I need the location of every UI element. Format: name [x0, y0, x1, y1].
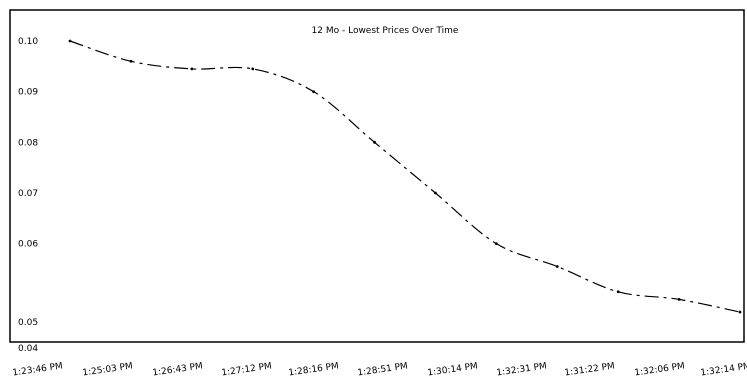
- x-tick-label: 1:25:03 PM: [82, 362, 134, 379]
- x-tick-label: 1:28:16 PM: [288, 362, 340, 379]
- y-tick-label: 0.04: [18, 344, 38, 354]
- data-point: [555, 265, 559, 268]
- series-line: [69, 40, 741, 313]
- chart-title: 12 Mo - Lowest Prices Over Time: [312, 26, 459, 36]
- y-tick-label: 0.08: [18, 138, 38, 148]
- x-tick-label: 1:30:14 PM: [427, 362, 479, 379]
- data-point: [616, 290, 620, 294]
- x-tick-label: 1:32:14 PM: [700, 362, 747, 379]
- y-tick-label: 0.10: [18, 37, 38, 47]
- data-point: [68, 39, 72, 43]
- plot-frame: [9, 9, 745, 343]
- y-axis-ticks: 0.10 0.09 0.08 0.07 0.06 0.05 0.04: [18, 37, 38, 354]
- y-tick-label: 0.07: [18, 189, 38, 199]
- data-point: [738, 310, 742, 314]
- data-point: [677, 298, 681, 301]
- x-tick-label: 1:32:06 PM: [634, 362, 686, 379]
- data-point: [373, 140, 376, 144]
- data-point: [129, 59, 133, 63]
- y-tick-label: 0.05: [18, 318, 38, 328]
- series-layer: [68, 39, 742, 314]
- data-point: [312, 90, 316, 94]
- x-tick-label: 1:28:51 PM: [357, 362, 409, 379]
- x-tick-label: 1:31:22 PM: [564, 362, 616, 379]
- x-tick-label: 1:27:12 PM: [221, 362, 273, 379]
- data-point: [494, 242, 498, 246]
- y-tick-label: 0.09: [18, 88, 38, 98]
- x-tick-label: 1:23:46 PM: [12, 362, 64, 379]
- x-tick-label: 1:26:43 PM: [152, 362, 204, 379]
- data-point: [434, 191, 437, 195]
- x-tick-label: 1:32:31 PM: [496, 362, 548, 379]
- data-point: [251, 67, 255, 71]
- data-point: [190, 67, 194, 71]
- x-axis-ticks: 1:23:46 PM 1:25:03 PM 1:26:43 PM 1:27:12 PM…: [12, 362, 747, 379]
- y-tick-label: 0.06: [18, 240, 38, 250]
